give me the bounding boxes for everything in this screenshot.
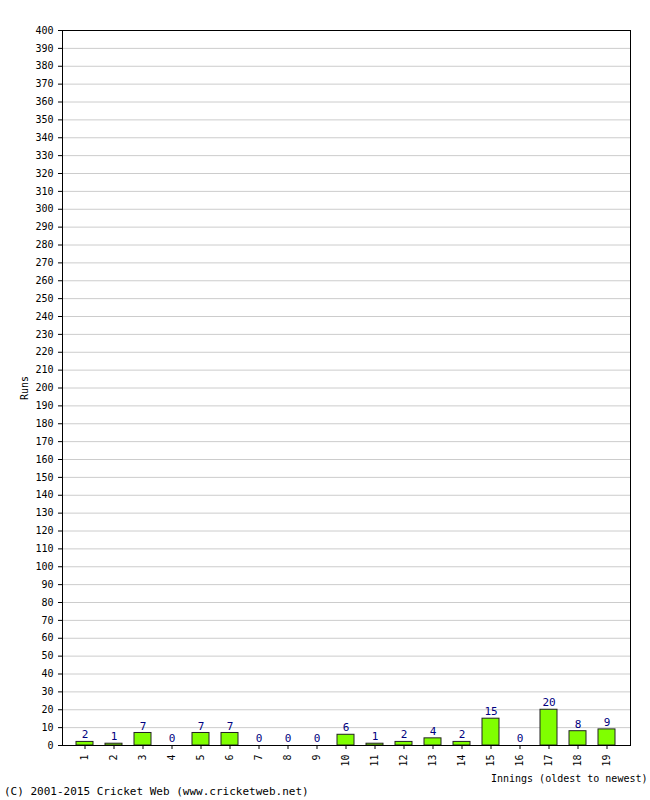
svg-text:390: 390 <box>35 43 53 54</box>
svg-text:6: 6 <box>343 721 350 734</box>
svg-text:18: 18 <box>572 755 583 767</box>
svg-text:80: 80 <box>41 597 53 608</box>
svg-text:Innings (oldest to newest): Innings (oldest to newest) <box>491 773 648 784</box>
svg-text:310: 310 <box>35 186 53 197</box>
svg-text:0: 0 <box>169 732 176 745</box>
svg-text:1: 1 <box>111 730 118 743</box>
svg-text:4: 4 <box>166 755 177 761</box>
svg-text:19: 19 <box>601 755 612 767</box>
svg-text:16: 16 <box>514 755 525 767</box>
svg-text:7: 7 <box>227 720 234 733</box>
svg-text:340: 340 <box>35 132 53 143</box>
svg-text:100: 100 <box>35 561 53 572</box>
svg-text:7: 7 <box>140 720 147 733</box>
svg-text:40: 40 <box>41 668 53 679</box>
svg-text:350: 350 <box>35 114 53 125</box>
svg-text:9: 9 <box>311 755 322 761</box>
svg-text:170: 170 <box>35 436 53 447</box>
svg-text:8: 8 <box>282 755 293 761</box>
svg-text:60: 60 <box>41 632 53 643</box>
svg-text:8: 8 <box>575 718 582 731</box>
svg-text:360: 360 <box>35 96 53 107</box>
svg-text:1: 1 <box>79 755 90 761</box>
svg-text:5: 5 <box>195 755 206 761</box>
svg-text:250: 250 <box>35 293 53 304</box>
svg-text:10: 10 <box>41 722 53 733</box>
svg-text:2: 2 <box>108 755 119 761</box>
svg-text:230: 230 <box>35 329 53 340</box>
svg-text:70: 70 <box>41 615 53 626</box>
svg-text:140: 140 <box>35 489 53 500</box>
svg-text:110: 110 <box>35 543 53 554</box>
svg-text:260: 260 <box>35 275 53 286</box>
svg-text:370: 370 <box>35 78 53 89</box>
svg-text:0: 0 <box>285 732 292 745</box>
svg-text:30: 30 <box>41 686 53 697</box>
svg-text:280: 280 <box>35 239 53 250</box>
svg-text:3: 3 <box>137 755 148 761</box>
svg-text:14: 14 <box>456 755 467 767</box>
svg-text:200: 200 <box>35 382 53 393</box>
svg-text:180: 180 <box>35 418 53 429</box>
svg-text:130: 130 <box>35 507 53 518</box>
svg-text:270: 270 <box>35 257 53 268</box>
svg-text:15: 15 <box>484 705 497 718</box>
svg-text:2: 2 <box>401 728 408 741</box>
svg-text:6: 6 <box>224 755 235 761</box>
html-text:(C) 2001-2015 Cricket Web (www: (C) 2001-2015 Cricket Web (www.cricketwe… <box>4 785 309 798</box>
svg-text:2: 2 <box>459 728 466 741</box>
svg-text:20: 20 <box>41 704 53 715</box>
svg-text:210: 210 <box>35 364 53 375</box>
svg-text:20: 20 <box>542 696 555 709</box>
svg-text:400: 400 <box>35 25 53 36</box>
svg-text:17: 17 <box>543 755 554 767</box>
svg-text:2: 2 <box>82 728 89 741</box>
svg-text:160: 160 <box>35 454 53 465</box>
svg-text:1: 1 <box>372 730 379 743</box>
svg-text:0: 0 <box>256 732 263 745</box>
svg-text:15: 15 <box>485 755 496 767</box>
svg-text:290: 290 <box>35 221 53 232</box>
svg-text:12: 12 <box>398 755 409 767</box>
svg-text:50: 50 <box>41 650 53 661</box>
svg-text:7: 7 <box>198 720 205 733</box>
svg-text:240: 240 <box>35 311 53 322</box>
svg-text:300: 300 <box>35 203 53 214</box>
svg-text:Runs: Runs <box>19 376 30 400</box>
svg-text:120: 120 <box>35 525 53 536</box>
svg-text:0: 0 <box>517 732 524 745</box>
svg-text:0: 0 <box>314 732 321 745</box>
svg-text:380: 380 <box>35 60 53 71</box>
svg-text:220: 220 <box>35 346 53 357</box>
svg-text:90: 90 <box>41 579 53 590</box>
svg-text:4: 4 <box>430 725 437 738</box>
svg-text:10: 10 <box>340 755 351 767</box>
svg-text:7: 7 <box>253 755 264 761</box>
svg-text:13: 13 <box>427 755 438 767</box>
svg-text:0: 0 <box>47 740 53 751</box>
svg-text:330: 330 <box>35 150 53 161</box>
svg-text:150: 150 <box>35 472 53 483</box>
svg-text:11: 11 <box>369 755 380 767</box>
svg-text:320: 320 <box>35 168 53 179</box>
svg-text:9: 9 <box>604 716 611 729</box>
svg-text:190: 190 <box>35 400 53 411</box>
